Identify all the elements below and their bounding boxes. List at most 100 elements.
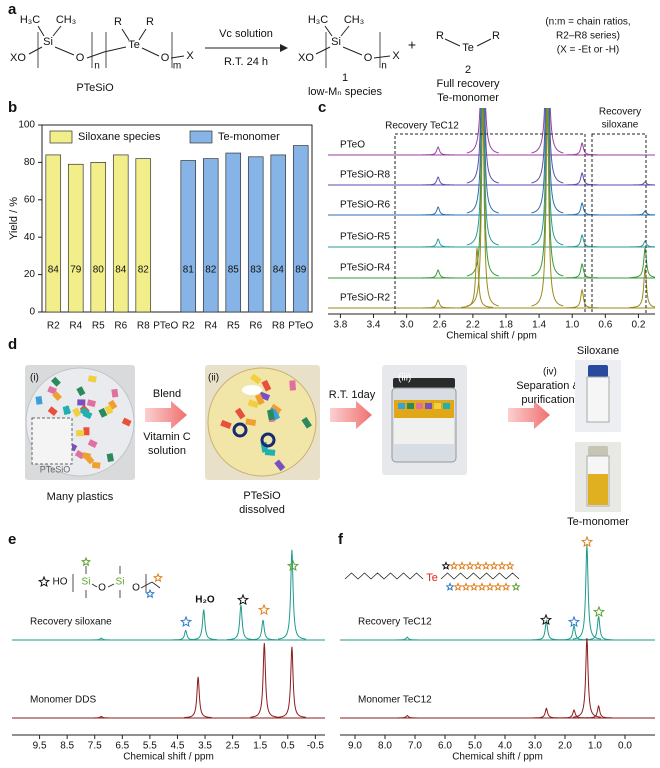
plot-frame — [41, 124, 313, 313]
vial — [586, 376, 610, 423]
bond — [86, 51, 105, 59]
plastic-piece — [416, 403, 423, 409]
x-tick-label: R2 — [182, 321, 195, 332]
peak — [532, 619, 561, 641]
scheme-note: (X = -Et or -H) — [557, 45, 620, 56]
peak — [461, 247, 493, 308]
spectra — [12, 549, 325, 719]
x-tick-label: R6 — [249, 321, 262, 332]
x-tick-label: 9.0 — [348, 741, 362, 752]
star-marker — [505, 561, 515, 570]
plastic-piece — [50, 376, 61, 387]
plastic-ring — [232, 422, 248, 438]
series-label: PTeSiO-R5 — [340, 232, 390, 243]
atom-label: CH₃ — [344, 14, 364, 26]
bond — [170, 55, 185, 59]
scheme-note: (n:m = chain ratios, — [545, 17, 630, 28]
bar-value-label: 84 — [48, 265, 60, 276]
vial-cap — [588, 365, 608, 377]
plastic-piece — [242, 385, 262, 395]
peak — [566, 288, 599, 309]
peak — [87, 715, 115, 719]
x-axis-label: Chemical shift / ppm — [446, 331, 537, 342]
peak — [250, 642, 279, 718]
peak — [189, 609, 218, 641]
peak — [629, 240, 655, 248]
vial-liquid — [588, 474, 608, 505]
atom-label: X — [186, 50, 194, 62]
x-tick-label: 3.4 — [367, 320, 381, 331]
caption: Blend — [153, 388, 181, 400]
atom-label: O — [364, 52, 373, 64]
x-tick-label: 5.0 — [468, 741, 482, 752]
peak — [466, 108, 499, 154]
atom-label: Te — [128, 39, 140, 51]
x-tick-label: 0.5 — [281, 741, 295, 752]
peak — [422, 206, 455, 216]
bond — [28, 46, 43, 55]
plastic-piece — [81, 452, 92, 460]
peak — [184, 676, 212, 719]
bond — [373, 55, 391, 59]
atom-label: n — [94, 61, 100, 72]
atom-label: CH₃ — [56, 14, 76, 26]
plastic-piece — [35, 396, 43, 405]
bar — [225, 152, 242, 313]
x-tick-label: 3.0 — [528, 741, 542, 752]
atom-label: m — [173, 61, 181, 72]
bar — [247, 156, 264, 313]
peak — [422, 299, 455, 309]
x-tick-label: 0.2 — [631, 320, 645, 331]
peak — [629, 181, 655, 186]
peak — [566, 171, 599, 186]
peak — [531, 108, 564, 214]
scheme-label: low-Mₙ species — [308, 86, 383, 98]
atom-label: XO — [298, 52, 314, 64]
molecule-atom: Te — [426, 572, 438, 584]
star-marker — [469, 582, 479, 591]
jar-liquid-bottom — [394, 418, 454, 444]
peak — [531, 108, 564, 277]
bond — [324, 25, 333, 37]
plastic-piece — [245, 418, 257, 426]
molecule-atom: Si — [82, 577, 91, 588]
y-axis-label: Yield / % — [8, 197, 20, 240]
peak — [531, 108, 564, 184]
plastic-piece — [254, 393, 265, 406]
bar — [292, 145, 309, 313]
x-tick-label: 3.8 — [333, 320, 347, 331]
peak — [584, 616, 613, 641]
plastic-piece — [98, 407, 108, 418]
x-tick-label: 2.2 — [466, 320, 480, 331]
bond — [91, 583, 98, 588]
series-label: PTeSiO-R6 — [340, 200, 390, 211]
spectra — [340, 545, 655, 719]
star-marker — [145, 588, 155, 599]
plastic-piece — [52, 391, 62, 402]
star-marker — [179, 615, 193, 628]
peak — [560, 624, 588, 641]
vial-cap — [588, 446, 608, 456]
plastic-piece — [111, 388, 119, 398]
peak — [422, 146, 455, 156]
plastic-piece — [443, 403, 450, 409]
x-tick-label: 4.5 — [171, 741, 185, 752]
bond — [103, 46, 127, 53]
caption: Many plastics — [47, 491, 114, 503]
legend-label: Te-monomer — [218, 131, 280, 143]
bond — [140, 581, 153, 589]
series-label: PTeSiO-R4 — [340, 263, 390, 274]
peak — [466, 108, 499, 277]
x-axis-label: Chemical shift / ppm — [452, 752, 543, 763]
annotation: siloxane — [602, 120, 639, 131]
process-arrow — [145, 401, 187, 429]
atom-label: H₃C — [20, 14, 40, 26]
bond — [54, 46, 75, 56]
star-marker — [236, 593, 250, 606]
bond — [315, 46, 331, 55]
plastic-piece — [121, 417, 132, 427]
peak — [532, 707, 561, 719]
star-marker — [539, 613, 553, 626]
bar — [112, 154, 129, 313]
photo-label: (iii) — [398, 373, 411, 384]
